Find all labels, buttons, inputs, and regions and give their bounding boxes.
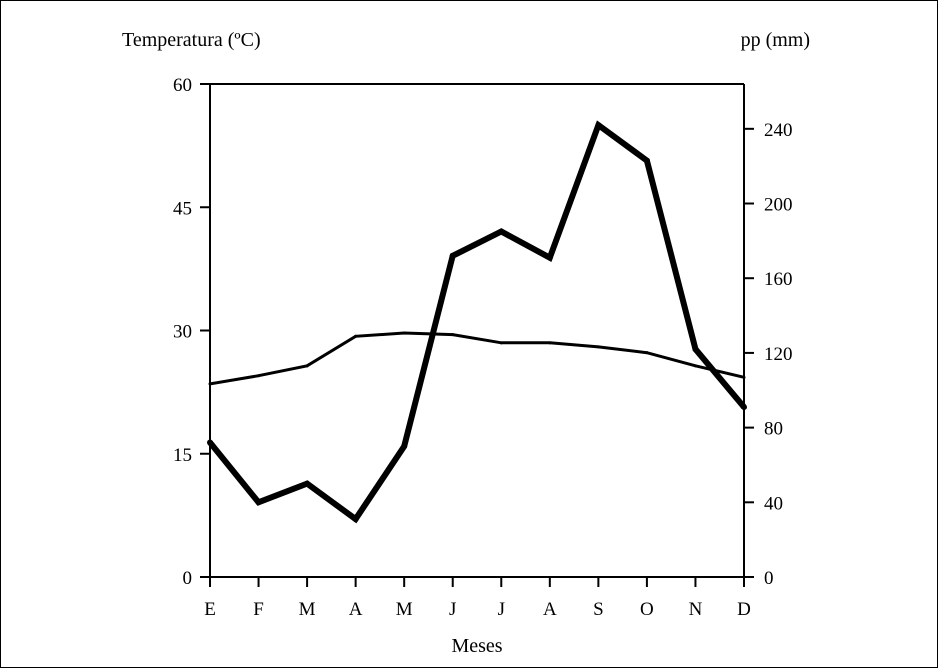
- right-tick-label: 40: [764, 493, 783, 514]
- left-tick-label: 0: [183, 568, 193, 589]
- precipitation-point: [546, 254, 553, 261]
- left-tick-label: 60: [173, 75, 192, 96]
- precipitation-point: [595, 122, 602, 129]
- temperature-point: [693, 364, 697, 368]
- left-axis-title: Temperatura (ºC): [122, 29, 261, 51]
- right-tick-label: 200: [764, 195, 793, 216]
- left-tick-label: 15: [173, 445, 192, 466]
- x-tick-label: S: [593, 599, 604, 620]
- temperature-point: [645, 351, 649, 355]
- right-axis-ticks: 0 40 80 120 160 200 240: [744, 120, 793, 589]
- precipitation-point: [304, 480, 311, 487]
- x-tick-label: A: [349, 599, 363, 620]
- temperature-point: [742, 375, 746, 379]
- x-axis-title: Meses: [451, 635, 502, 657]
- x-tick-label: J: [498, 599, 505, 620]
- right-tick-label: 240: [764, 120, 793, 141]
- temperature-point: [354, 334, 358, 338]
- x-tick-label: A: [543, 599, 557, 620]
- right-tick-label: 80: [764, 419, 783, 440]
- precipitation-point: [207, 439, 213, 446]
- temperature-point: [451, 333, 455, 337]
- precipitation-point: [498, 228, 505, 235]
- x-tick-label: F: [253, 599, 264, 620]
- temperature-point: [548, 341, 552, 345]
- x-tick-label: O: [640, 599, 654, 620]
- right-tick-label: 160: [764, 269, 793, 290]
- x-tick-label: M: [396, 599, 413, 620]
- precipitation-point: [401, 443, 408, 450]
- series-layer: [207, 120, 747, 524]
- left-tick-label: 45: [173, 198, 192, 219]
- precipitation-point: [692, 346, 699, 353]
- temperature-line: [209, 331, 745, 386]
- x-tick-label: J: [449, 599, 456, 620]
- precipitation-point: [643, 157, 650, 164]
- temperature-point: [208, 382, 212, 386]
- left-tick-label: 30: [173, 322, 192, 343]
- x-tick-label: N: [689, 599, 703, 620]
- right-axis-title: pp (mm): [741, 29, 810, 51]
- temperature-point: [305, 364, 309, 368]
- precipitation-line: [207, 120, 747, 524]
- x-tick-label: M: [299, 599, 316, 620]
- left-axis-ticks: 0 15 30 45 60: [173, 75, 210, 589]
- precipitation-point: [255, 499, 262, 506]
- precipitation-point: [449, 252, 456, 259]
- temperature-point: [499, 341, 503, 345]
- precipitation-point: [352, 516, 359, 523]
- precipitation-point: [741, 404, 747, 411]
- right-tick-label: 120: [764, 344, 793, 365]
- temperature-point: [257, 374, 261, 378]
- right-tick-label: 0: [764, 568, 774, 589]
- temperature-point: [402, 331, 406, 335]
- x-tick-label: D: [737, 599, 751, 620]
- temperature-point: [596, 345, 600, 349]
- x-tick-label: E: [204, 599, 216, 620]
